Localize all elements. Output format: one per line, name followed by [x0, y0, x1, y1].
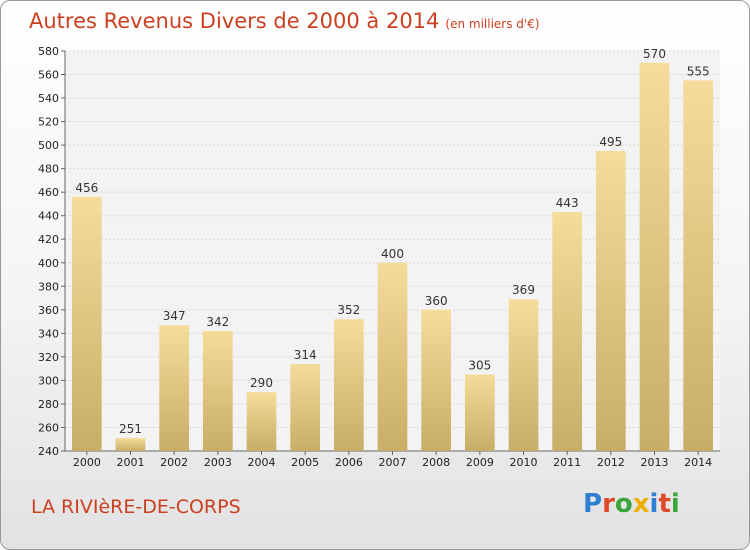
bar [552, 212, 583, 451]
logo-letter: o [614, 489, 633, 519]
title-text: Autres Revenus Divers de 2000 à 2014 [29, 9, 440, 33]
y-tick-label: 540 [38, 92, 59, 105]
y-tick-label: 460 [38, 186, 59, 199]
data-label: 352 [337, 303, 360, 317]
bar [508, 299, 539, 451]
bar [595, 151, 626, 451]
bar [377, 262, 408, 451]
bar [421, 309, 452, 451]
y-tick-label: 340 [38, 327, 59, 340]
x-tick-label: 2013 [641, 456, 669, 469]
data-label: 570 [643, 47, 666, 61]
logo-letter: r [602, 489, 615, 519]
data-label: 251 [119, 422, 142, 436]
x-tick-label: 2007 [379, 456, 407, 469]
x-tick-label: 2014 [684, 456, 712, 469]
bar [246, 392, 277, 451]
data-label: 290 [250, 376, 273, 390]
bar [71, 196, 102, 451]
logo-letter: i [649, 489, 659, 519]
y-tick-label: 480 [38, 163, 59, 176]
bar [464, 374, 495, 451]
y-tick-label: 240 [38, 445, 59, 458]
x-tick-label: 2004 [248, 456, 276, 469]
data-label: 347 [163, 309, 186, 323]
data-label: 314 [294, 348, 317, 362]
x-tick-label: 2000 [73, 456, 101, 469]
y-tick-label: 260 [38, 421, 59, 434]
y-tick-label: 320 [38, 351, 59, 364]
y-tick-label: 400 [38, 257, 59, 270]
x-tick-label: 2011 [553, 456, 581, 469]
data-label: 456 [75, 181, 98, 195]
y-tick-label: 580 [38, 45, 59, 58]
logo-letter: P [583, 489, 603, 519]
x-tick-label: 2003 [204, 456, 232, 469]
proxiti-logo: Proxiti [583, 489, 680, 519]
bars [71, 62, 714, 451]
bar [115, 438, 146, 451]
data-label: 555 [687, 64, 710, 78]
bar [159, 325, 190, 451]
data-label: 495 [599, 135, 622, 149]
title-unit: (en milliers d'€) [445, 17, 540, 31]
bar [683, 80, 714, 451]
bar [290, 363, 321, 451]
y-tick-label: 360 [38, 304, 59, 317]
x-tick-label: 2008 [422, 456, 450, 469]
y-tick-label: 420 [38, 233, 59, 246]
y-tick-label: 440 [38, 210, 59, 223]
data-label: 400 [381, 247, 404, 261]
logo-letter: i [670, 489, 680, 519]
x-tick-label: 2006 [335, 456, 363, 469]
x-tick-label: 2005 [291, 456, 319, 469]
labels: 240 260 280 300 320 340 360 380 400 420 440 460 480 5… [38, 45, 712, 469]
y-tick-label: 560 [38, 69, 59, 82]
chart-title: Autres Revenus Divers de 2000 à 2014 (en … [29, 9, 540, 33]
y-tick-label: 280 [38, 398, 59, 411]
y-tick-label: 300 [38, 374, 59, 387]
x-tick-label: 2002 [160, 456, 188, 469]
commune-name: LA RIVIèRE-DE-CORPS [31, 496, 241, 518]
y-tick-label: 380 [38, 280, 59, 293]
bar [333, 319, 364, 451]
logo-letter: x [632, 489, 650, 519]
x-tick-label: 2012 [597, 456, 625, 469]
logo-letter: t [658, 489, 671, 519]
data-label: 360 [425, 294, 448, 308]
data-label: 369 [512, 283, 535, 297]
x-tick-label: 2001 [117, 456, 145, 469]
data-label: 342 [206, 315, 229, 329]
bar [202, 331, 233, 451]
data-label: 443 [556, 196, 579, 210]
y-tick-label: 500 [38, 139, 59, 152]
x-tick-label: 2010 [510, 456, 538, 469]
bar [639, 62, 670, 451]
x-tick-label: 2009 [466, 456, 494, 469]
y-tick-label: 520 [38, 116, 59, 129]
data-label: 305 [468, 359, 491, 373]
